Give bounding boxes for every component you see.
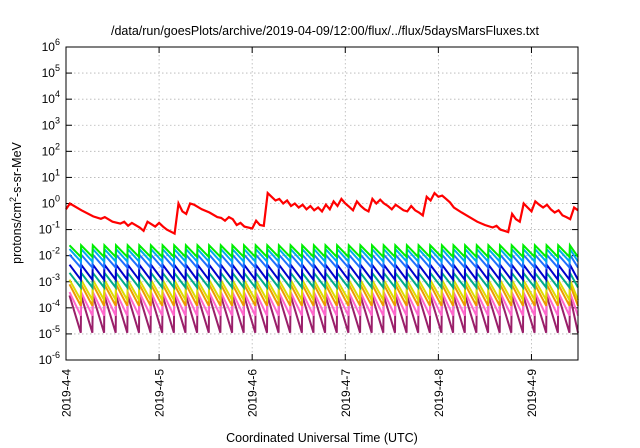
- y-tick-exponent: 5: [55, 63, 60, 73]
- y-tick-label: 106: [42, 37, 60, 54]
- x-tick-label: 2019-4-6: [246, 369, 260, 417]
- y-tick-base: 10: [42, 66, 56, 80]
- y-tick-label: 102: [42, 141, 60, 158]
- y-tick-labels: 10-610-510-410-310-210-11001011021031041…: [39, 37, 60, 367]
- y-tick-base: 10: [42, 92, 56, 106]
- y-tick-label: 10-3: [39, 272, 60, 289]
- y-tick-base: 10: [39, 301, 53, 315]
- y-tick-base: 10: [39, 249, 53, 263]
- x-tick-label: 2019-4-8: [432, 369, 446, 417]
- y-tick-exponent: 6: [55, 37, 60, 47]
- y-tick-base: 10: [42, 197, 56, 211]
- y-tick-base: 10: [42, 144, 56, 158]
- y-tick-exponent: -5: [52, 324, 60, 334]
- x-tick-label: 2019-4-5: [153, 369, 167, 417]
- x-tick-label: 2019-4-4: [60, 369, 74, 417]
- y-tick-base: 10: [39, 275, 53, 289]
- y-tick-label: 10-5: [39, 324, 60, 341]
- series-group: [65, 190, 579, 334]
- y-tick-label: 101: [42, 167, 60, 184]
- y-tick-base: 10: [42, 40, 56, 54]
- y-axis-label-main: protons/cm: [10, 202, 24, 264]
- series-line: [68, 275, 579, 304]
- y-tick-exponent: -1: [52, 220, 60, 230]
- y-axis-label-sup: 2: [8, 197, 18, 202]
- y-tick-label: 103: [42, 115, 60, 132]
- x-tick-labels: 2019-4-4 2019-4-5 2019-4-6 2019-4-7 2019-4-8…: [60, 369, 539, 417]
- y-tick-label: 105: [42, 63, 60, 80]
- y-tick-base: 10: [39, 327, 53, 341]
- series-line: [68, 260, 579, 283]
- y-tick-exponent: 3: [55, 115, 60, 125]
- y-tick-exponent: -6: [52, 350, 60, 360]
- y-tick-label: 10-1: [39, 220, 60, 237]
- y-tick-label: 10-2: [39, 246, 60, 263]
- x-axis-label: Coordinated Universal Time (UTC): [226, 431, 418, 445]
- grid: [65, 46, 578, 361]
- y-tick-base: 10: [39, 223, 53, 237]
- series-line: [65, 190, 579, 236]
- chart-title: /data/run/goesPlots/archive/2019-04-09/1…: [111, 24, 540, 38]
- y-tick-base: 10: [42, 170, 56, 184]
- y-tick-label: 100: [42, 194, 60, 211]
- x-tick-label: 2019-4-7: [339, 369, 353, 417]
- y-tick-exponent: -4: [52, 298, 60, 308]
- y-tick-base: 10: [42, 118, 56, 132]
- plot-frame: [65, 46, 579, 361]
- series-line: [68, 269, 579, 291]
- y-axis-label: protons/cm2-s-sr-MeV: [8, 141, 24, 263]
- x-tick-label: 2019-4-9: [525, 369, 539, 417]
- y-tick-exponent: 4: [55, 89, 60, 99]
- y-tick-exponent: -3: [52, 272, 60, 282]
- y-tick-exponent: 1: [55, 167, 60, 177]
- y-axis-label-rest: -s-sr-MeV: [10, 141, 24, 197]
- y-tick-base: 10: [39, 353, 53, 367]
- series-line: [68, 242, 579, 260]
- y-tick-label: 10-6: [39, 350, 60, 367]
- y-tick-label: 10-4: [39, 298, 60, 315]
- y-tick-exponent: 0: [55, 194, 60, 204]
- y-tick-label: 104: [42, 89, 60, 106]
- y-tick-exponent: -2: [52, 246, 60, 256]
- y-tick-exponent: 2: [55, 141, 60, 151]
